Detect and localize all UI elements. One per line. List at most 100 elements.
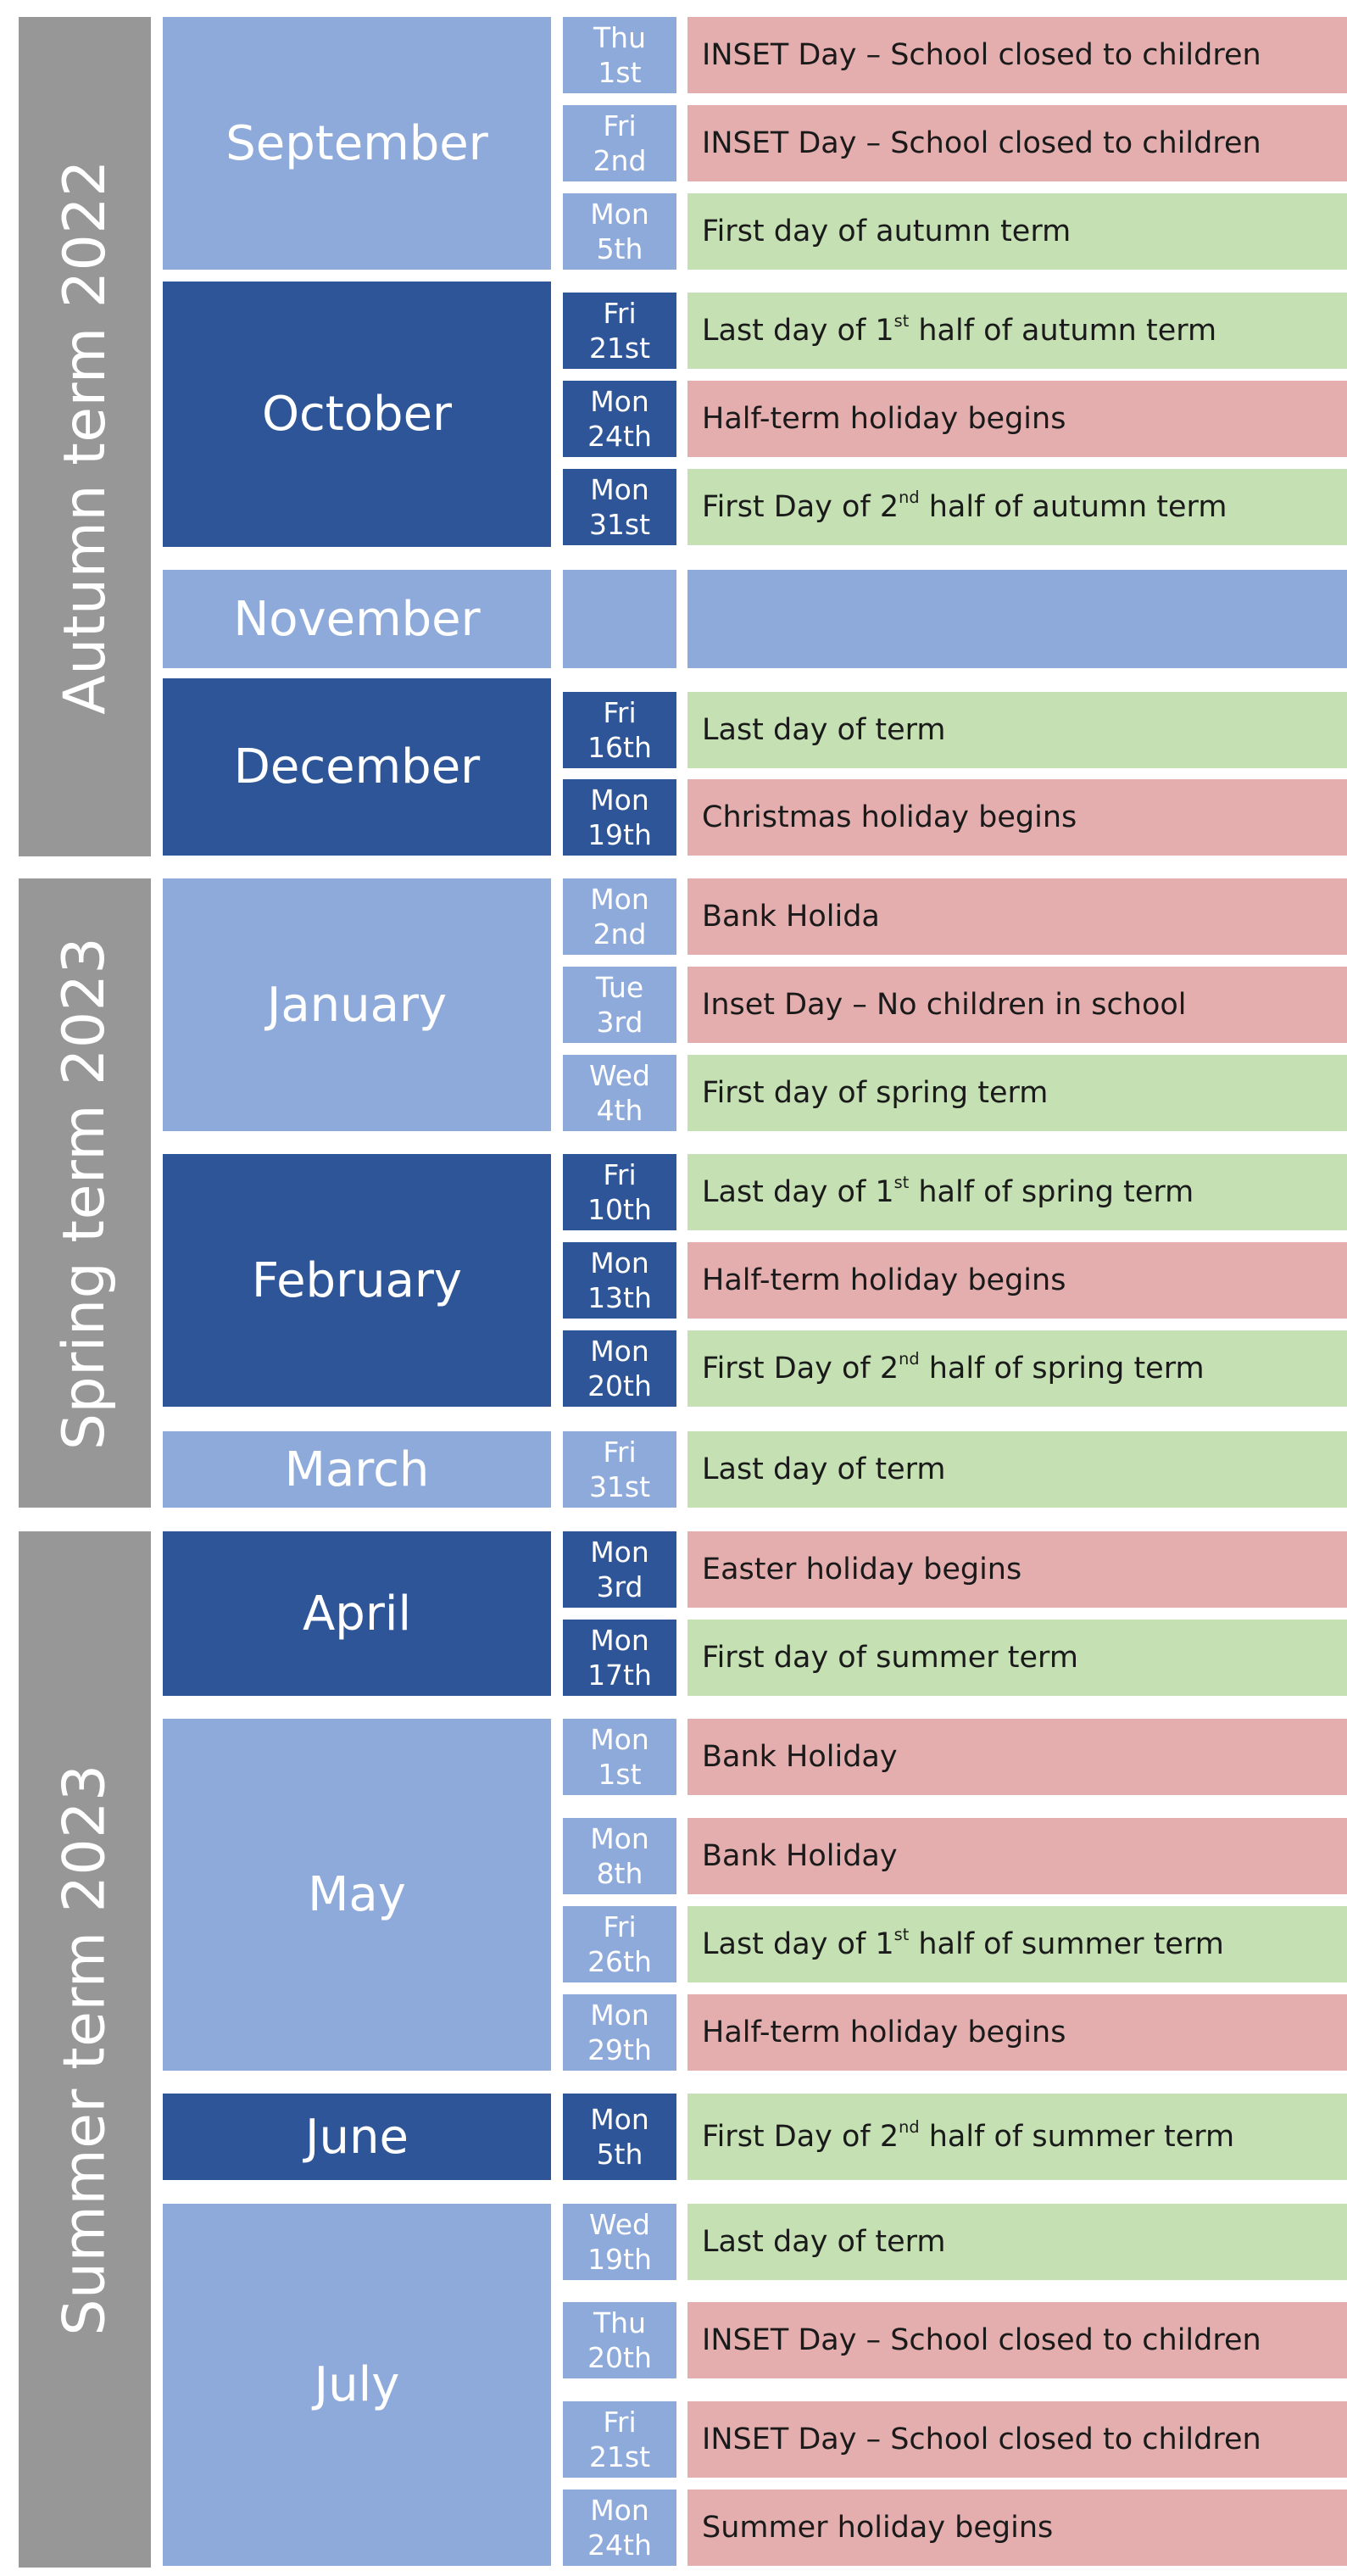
- month-label: April: [163, 1531, 551, 1696]
- event-open: Last day of term: [687, 2204, 1347, 2280]
- event-text: INSET Day – School closed to children: [702, 126, 1261, 160]
- event-text: Inset Day – No children in school: [702, 988, 1187, 1022]
- date-cell: Mon 8th: [563, 1818, 676, 1894]
- event-text: Half-term holiday begins: [702, 402, 1066, 436]
- date-cell: Mon 19th: [563, 779, 676, 856]
- month-label: June: [163, 2094, 551, 2180]
- weekday: Fri: [603, 695, 637, 729]
- date-number: 2nd: [593, 917, 647, 951]
- month-label: March: [163, 1431, 551, 1508]
- date-number: 19th: [587, 818, 652, 851]
- event-text: Last day of 1st half of summer term: [702, 1925, 1224, 1961]
- weekday: Mon: [590, 783, 649, 817]
- weekday: Mon: [590, 882, 649, 916]
- month-label: May: [163, 1719, 551, 2071]
- event-open: First Day of 2nd half of spring term: [687, 1330, 1347, 1407]
- date-cell: Mon 20th: [563, 1330, 676, 1407]
- date-number: 26th: [587, 1945, 652, 1978]
- event-open: First day of autumn term: [687, 193, 1347, 270]
- date-cell: [563, 570, 676, 668]
- date-cell: Thu 1st: [563, 17, 676, 93]
- month-name: March: [284, 1441, 430, 1497]
- weekday: Fri: [603, 296, 637, 330]
- event-empty: [687, 570, 1347, 668]
- weekday: Fri: [603, 2405, 637, 2439]
- event-open: First day of summer term: [687, 1620, 1347, 1696]
- month-label: October: [163, 282, 551, 547]
- month-name: December: [233, 739, 481, 795]
- ordinal-suffix: st: [893, 1173, 910, 1193]
- event-closure: Inset Day – No children in school: [687, 967, 1347, 1043]
- date-cell: Wed 4th: [563, 1055, 676, 1131]
- weekday: Tue: [595, 970, 644, 1004]
- event-open: First Day of 2nd half of autumn term: [687, 469, 1347, 545]
- date-cell: Mon 5th: [563, 193, 676, 270]
- date-number: 21st: [588, 332, 651, 365]
- event-text: First day of autumn term: [702, 215, 1071, 248]
- event-text: Last day of term: [702, 2225, 946, 2259]
- event-closure: Half-term holiday begins: [687, 381, 1347, 457]
- month-name: April: [303, 1586, 411, 1642]
- event-text: First day of spring term: [702, 1076, 1049, 1110]
- event-text: First Day of 2nd half of spring term: [702, 1349, 1205, 1386]
- event-text: Last day of term: [702, 1452, 946, 1486]
- date-cell: Wed 19th: [563, 2204, 676, 2280]
- weekday: Wed: [589, 2207, 650, 2241]
- event-text: First Day of 2nd half of autumn term: [702, 488, 1227, 524]
- month-label: November: [163, 570, 551, 668]
- event-closure: Bank Holida: [687, 878, 1347, 955]
- term-label: Summer term 2023: [51, 1763, 119, 2336]
- event-text: Christmas holiday begins: [702, 800, 1077, 834]
- event-text: First day of summer term: [702, 1641, 1078, 1675]
- month-name: February: [251, 1252, 463, 1308]
- month-name: November: [233, 591, 481, 647]
- date-cell: Fri 21st: [563, 2401, 676, 2478]
- ordinal-suffix: nd: [899, 2117, 920, 2138]
- date-cell: Tue 3rd: [563, 967, 676, 1043]
- month-name: September: [225, 115, 488, 171]
- date-cell: Mon 31st: [563, 469, 676, 545]
- ordinal-suffix: nd: [899, 1349, 920, 1369]
- event-text: Half-term holiday begins: [702, 2016, 1066, 2049]
- date-number: 29th: [587, 2033, 652, 2066]
- date-number: 4th: [596, 1094, 643, 1127]
- event-closure: Easter holiday begins: [687, 1531, 1347, 1608]
- event-open: Last day of 1st half of spring term: [687, 1154, 1347, 1230]
- weekday: Fri: [603, 1910, 637, 1943]
- event-text: Bank Holida: [702, 900, 880, 934]
- weekday: Fri: [603, 109, 637, 142]
- event-open: First Day of 2nd half of summer term: [687, 2094, 1347, 2180]
- weekday: Mon: [590, 384, 649, 418]
- date-number: 19th: [587, 2243, 652, 2276]
- event-text: First Day of 2nd half of summer term: [702, 2117, 1235, 2154]
- date-number: 5th: [596, 2138, 643, 2171]
- term-label: Spring term 2023: [51, 936, 119, 1450]
- date-cell: Mon 3rd: [563, 1531, 676, 1608]
- event-open: Last day of 1st half of autumn term: [687, 293, 1347, 369]
- date-number: 3rd: [596, 1570, 643, 1603]
- date-number: 1st: [598, 1758, 642, 1791]
- term-label-block: Autumn term 2022: [19, 17, 151, 856]
- event-closure: INSET Day – School closed to children: [687, 105, 1347, 181]
- month-label: February: [163, 1154, 551, 1407]
- date-number: 8th: [596, 1857, 643, 1890]
- weekday: Fri: [603, 1157, 637, 1191]
- date-number: 31st: [588, 508, 651, 541]
- event-open: Last day of term: [687, 1431, 1347, 1508]
- weekday: Mon: [590, 1246, 649, 1280]
- date-cell: Mon 24th: [563, 2490, 676, 2566]
- event-closure: Summer holiday begins: [687, 2490, 1347, 2566]
- month-name: July: [314, 2357, 400, 2412]
- event-open: Last day of 1st half of summer term: [687, 1906, 1347, 1982]
- event-text: Last day of 1st half of autumn term: [702, 311, 1217, 348]
- month-name: June: [305, 2109, 409, 2165]
- weekday: Mon: [590, 1334, 649, 1368]
- date-cell: Fri 31st: [563, 1431, 676, 1508]
- month-name: October: [261, 387, 453, 442]
- weekday: Mon: [590, 1722, 649, 1756]
- date-cell: Fri 2nd: [563, 105, 676, 181]
- date-number: 5th: [596, 232, 643, 265]
- weekday: Fri: [603, 1435, 637, 1469]
- event-closure: Bank Holiday: [687, 1719, 1347, 1795]
- weekday: Mon: [590, 2102, 649, 2136]
